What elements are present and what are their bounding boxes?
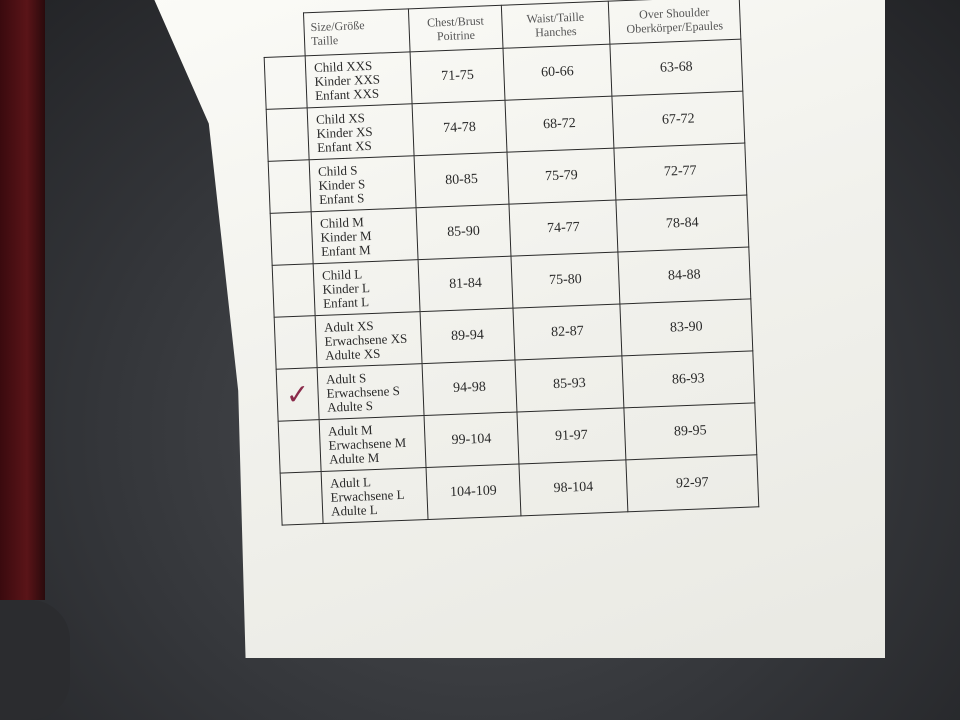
check-cell: ✓ — [276, 367, 320, 422]
chest-cell: 85-90 — [416, 204, 511, 260]
check-cell — [278, 419, 322, 474]
check-cell — [266, 107, 310, 162]
checkmark-icon: ✓ — [285, 378, 310, 411]
size-cell: Adult L Erwachsene L Adulte L — [321, 467, 429, 524]
chest-cell: 74-78 — [412, 100, 507, 156]
chest-cell: 89-94 — [420, 308, 515, 364]
size-cell: Adult S Erwachsene S Adulte S — [317, 363, 425, 420]
header-shoulder: Over Shoulder Oberkörper/Epaules — [608, 0, 741, 45]
check-cell — [264, 55, 308, 110]
header-size: Size/Größe Taille — [303, 8, 411, 56]
size-label-paper — [150, 0, 885, 658]
dark-knob — [0, 600, 70, 720]
size-cell: Child XS Kinder XS Enfant XS — [307, 103, 415, 160]
size-chart: Size/Größe Taille Chest/Brust Poitrine Wai… — [262, 0, 759, 526]
check-cell — [280, 471, 324, 526]
chest-cell: 71-75 — [410, 48, 505, 104]
waist-cell: 68-72 — [504, 96, 614, 153]
check-cell — [272, 263, 316, 318]
waist-cell: 75-80 — [510, 252, 620, 309]
size-cell: Adult M Erwachsene M Adulte M — [319, 415, 427, 472]
chest-cell: 104-109 — [426, 463, 521, 520]
size-cell: Child S Kinder S Enfant S — [309, 155, 417, 212]
size-table: Size/Größe Taille Chest/Brust Poitrine Wai… — [262, 0, 759, 526]
shoulder-cell: 86-93 — [621, 350, 755, 408]
shoulder-cell: 84-88 — [617, 246, 751, 304]
waist-cell: 75-79 — [506, 148, 616, 205]
chest-cell: 99-104 — [424, 412, 519, 468]
size-cell: Adult XS Erwachsene XS Adulte XS — [315, 311, 423, 368]
shoulder-cell: 83-90 — [619, 298, 753, 356]
size-cell: Child XXS Kinder XXS Enfant XXS — [305, 51, 413, 108]
size-cell: Child M Kinder M Enfant M — [311, 207, 419, 264]
waist-cell: 91-97 — [516, 407, 626, 464]
shoulder-cell: 89-95 — [623, 402, 757, 460]
shoulder-cell: 67-72 — [611, 91, 745, 149]
check-cell — [274, 315, 318, 370]
chest-cell: 81-84 — [418, 256, 513, 312]
check-column-header — [263, 13, 306, 58]
shoulder-cell: 78-84 — [615, 195, 749, 253]
red-fabric — [0, 0, 45, 600]
chest-cell: 80-85 — [414, 152, 509, 208]
shoulder-cell: 63-68 — [609, 39, 743, 97]
check-cell — [270, 211, 314, 266]
header-waist: Waist/Taille Hanches — [501, 1, 610, 49]
waist-cell: 60-66 — [502, 44, 612, 101]
shoulder-cell: 92-97 — [625, 454, 759, 512]
waist-cell: 85-93 — [514, 355, 624, 413]
shoulder-cell: 72-77 — [613, 143, 747, 201]
waist-cell: 82-87 — [512, 303, 622, 361]
waist-cell: 98-104 — [518, 459, 628, 516]
chest-cell: 94-98 — [422, 360, 517, 416]
header-chest: Chest/Brust Poitrine — [408, 5, 503, 52]
size-cell: Child L Kinder L Enfant L — [313, 259, 421, 316]
waist-cell: 74-77 — [508, 200, 618, 257]
check-cell — [268, 159, 312, 214]
